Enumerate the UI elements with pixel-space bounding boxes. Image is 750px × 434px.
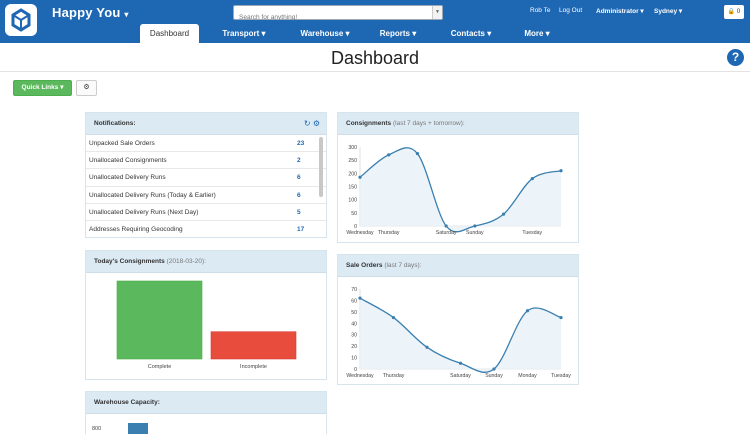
warehouse-capacity-panel: Warehouse Capacity: 800 bbox=[85, 391, 327, 434]
logout-link[interactable]: Log Out bbox=[559, 7, 583, 14]
series-line bbox=[359, 147, 562, 233]
y-tick-label: 800 bbox=[92, 426, 101, 432]
y-tick-label: 30 bbox=[351, 333, 357, 339]
x-tick-label: Sunday bbox=[485, 373, 503, 379]
list-item[interactable]: Addresses Requiring Geocoding 17 bbox=[86, 221, 326, 237]
data-point bbox=[444, 224, 448, 228]
list-item[interactable]: Unallocated Consignments 2 bbox=[86, 152, 326, 170]
tab-transport[interactable]: Transport ▾ bbox=[222, 29, 266, 38]
y-tick-label: 0 bbox=[354, 224, 357, 230]
series-area bbox=[360, 147, 561, 232]
page-title: Dashboard bbox=[330, 48, 420, 68]
title-divider bbox=[0, 71, 750, 72]
quick-links-button[interactable]: Quick Links ▾ bbox=[13, 80, 72, 96]
x-tick-label: Saturday bbox=[450, 373, 471, 379]
list-item[interactable]: Unpacked Sale Orders 23 bbox=[86, 135, 326, 153]
data-point bbox=[473, 224, 477, 228]
data-point bbox=[501, 212, 506, 216]
x-tick-label: Incomplete bbox=[240, 364, 267, 370]
cart-button[interactable]: 🔒 0 bbox=[724, 5, 744, 19]
location-menu[interactable]: Sydney ▾ bbox=[654, 8, 683, 15]
data-point bbox=[525, 309, 530, 313]
y-tick-label: 300 bbox=[348, 145, 357, 151]
consignments-header: Consignments (last 7 days + tomorrow): bbox=[338, 113, 578, 135]
x-tick-label: Wednesday bbox=[346, 373, 374, 379]
data-point bbox=[530, 177, 534, 181]
x-tick-label: Wednesday bbox=[346, 230, 374, 236]
todays-consignments-chart: Complete Incomplete bbox=[116, 280, 297, 370]
search-box: ▼ bbox=[233, 5, 443, 24]
data-point bbox=[425, 345, 429, 349]
consignments-chart: 0 50 100 150 200 250 300 Wednesday Thursday Satur… bbox=[346, 145, 563, 236]
user-name[interactable]: Rob Te bbox=[530, 7, 551, 14]
data-point bbox=[458, 361, 463, 365]
search-input[interactable] bbox=[234, 11, 430, 24]
data-point bbox=[387, 153, 391, 157]
warehouse-capacity-chart: 800 bbox=[92, 423, 148, 434]
y-tick-label: 50 bbox=[351, 211, 357, 217]
data-point bbox=[559, 315, 563, 320]
tab-dashboard[interactable]: Dashboard bbox=[140, 24, 199, 43]
y-tick-label: 20 bbox=[351, 344, 357, 350]
list-item[interactable]: Unallocated Delivery Runs (Next Day) 5 bbox=[86, 204, 326, 221]
refresh-icon[interactable]: ↻ bbox=[303, 119, 311, 128]
x-tick-label: Complete bbox=[148, 364, 172, 370]
y-tick-label: 60 bbox=[351, 298, 357, 304]
x-tick-label: Thursday bbox=[383, 373, 405, 379]
x-tick-label: Tuesday bbox=[522, 230, 542, 236]
main-nav: Dashboard Transport ▾ Warehouse ▾ Report… bbox=[0, 24, 750, 43]
gear-icon[interactable]: ⚙ bbox=[312, 119, 320, 128]
notifications-header: Notifications: ↻ ⚙ bbox=[86, 113, 326, 135]
y-tick-label: 10 bbox=[351, 356, 357, 362]
x-tick-label: Saturday bbox=[436, 230, 457, 236]
x-tick-label: Sunday bbox=[466, 230, 484, 236]
data-point bbox=[391, 315, 396, 320]
y-tick-label: 0 bbox=[354, 367, 357, 373]
app-logo-icon[interactable] bbox=[4, 3, 38, 37]
y-tick-label: 150 bbox=[348, 185, 357, 191]
x-tick-label: Tuesday bbox=[551, 373, 571, 379]
bar bbox=[116, 280, 203, 360]
data-point bbox=[492, 367, 496, 371]
data-point bbox=[358, 175, 362, 179]
bar bbox=[210, 331, 297, 360]
todays-consignments-header: Today's Consignments (2018-03-20): bbox=[86, 251, 326, 273]
bar bbox=[128, 423, 148, 434]
consignments-panel: Consignments (last 7 days + tomorrow): 0… bbox=[337, 112, 579, 243]
top-header: Happy You ▾ ▼ Rob Te Log Out Administrat… bbox=[0, 0, 750, 43]
notifications-panel: Notifications: ↻ ⚙ Unpacked Sale Orders 2… bbox=[85, 112, 327, 238]
gear-icon: ⚙ bbox=[83, 84, 90, 91]
help-icon[interactable]: ? bbox=[727, 49, 744, 66]
notifications-scrollbar[interactable] bbox=[319, 137, 323, 197]
data-point bbox=[415, 151, 420, 156]
y-tick-label: 40 bbox=[351, 321, 357, 327]
y-tick-label: 200 bbox=[348, 171, 357, 177]
tab-warehouse[interactable]: Warehouse ▾ bbox=[300, 29, 350, 38]
y-tick-label: 100 bbox=[348, 198, 357, 204]
settings-gear-button[interactable]: ⚙ bbox=[76, 80, 97, 96]
tab-more[interactable]: More ▾ bbox=[524, 29, 550, 38]
x-tick-label: Thursday bbox=[378, 230, 400, 236]
data-point bbox=[358, 296, 362, 300]
todays-consignments-panel: Today's Consignments (2018-03-20): Compl… bbox=[85, 250, 327, 380]
data-point bbox=[559, 169, 563, 173]
app-title[interactable]: Happy You ▾ bbox=[52, 5, 129, 20]
x-tick-label: Monday bbox=[518, 373, 537, 379]
y-tick-label: 250 bbox=[348, 158, 357, 164]
tab-reports[interactable]: Reports ▾ bbox=[379, 29, 417, 38]
list-item[interactable]: Unallocated Delivery Runs (Today & Earli… bbox=[86, 187, 326, 204]
list-item[interactable]: Unallocated Delivery Runs 6 bbox=[86, 169, 326, 187]
notifications-list: Unpacked Sale Orders 23 Unallocated Consi… bbox=[86, 135, 326, 237]
sale-orders-chart: 0 10 20 30 40 50 60 70 Wednesday Thursday Saturday… bbox=[346, 287, 571, 379]
sale-orders-panel: Sale Orders (last 7 days): 0 10 20 30 40 50 60… bbox=[337, 254, 579, 385]
warehouse-capacity-header: Warehouse Capacity: bbox=[86, 392, 326, 414]
sale-orders-header: Sale Orders (last 7 days): bbox=[338, 255, 578, 277]
tab-contacts[interactable]: Contacts ▾ bbox=[450, 29, 492, 38]
series-area bbox=[360, 298, 561, 373]
role-menu[interactable]: Administrator ▾ bbox=[596, 8, 644, 15]
y-tick-label: 70 bbox=[351, 287, 357, 293]
y-tick-label: 50 bbox=[351, 310, 357, 316]
search-dropdown-icon[interactable]: ▼ bbox=[432, 6, 442, 19]
